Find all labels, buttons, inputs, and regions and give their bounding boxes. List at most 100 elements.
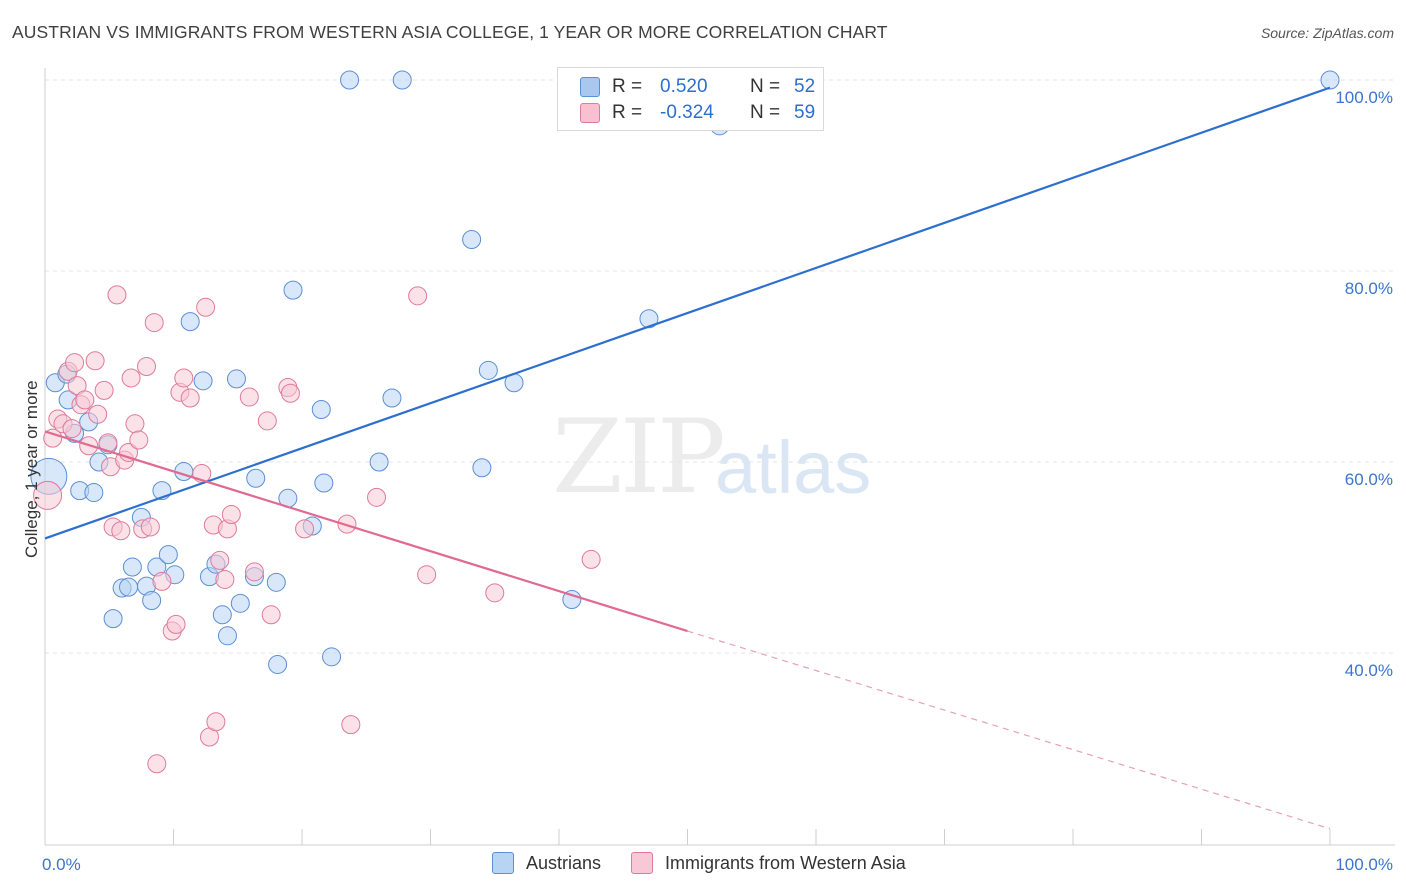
point-immigrants	[180, 388, 200, 408]
point-austrians	[158, 545, 178, 565]
legend-row-austrians: R = 0.520 N = 52	[580, 76, 815, 98]
point-austrians	[230, 593, 250, 613]
point-immigrants	[485, 583, 505, 603]
legend-r-value: 0.520	[660, 76, 708, 97]
point-immigrants	[85, 351, 105, 371]
point-immigrants	[257, 411, 277, 431]
point-austrians	[266, 572, 286, 592]
trendline-immigrants-extension	[687, 630, 1331, 830]
point-austrians	[340, 70, 360, 90]
point-austrians	[212, 605, 232, 625]
point-immigrants	[337, 514, 357, 534]
point-austrians	[142, 590, 162, 610]
legend-r-label: R =	[612, 76, 643, 97]
y-tick-label: 60.0%	[1345, 470, 1393, 489]
point-immigrants	[367, 487, 387, 507]
legend-n-label: N =	[750, 102, 781, 123]
point-immigrants	[121, 368, 141, 388]
point-austrians	[369, 452, 389, 472]
point-immigrants	[166, 614, 186, 634]
legend-row-immigrants: R = -0.324 N = 59	[580, 102, 815, 124]
point-austrians	[311, 399, 331, 419]
point-immigrants	[140, 517, 160, 537]
legend-n-value: 52	[794, 76, 816, 97]
y-tick-label: 80.0%	[1345, 279, 1393, 298]
y-tick-label: 100.0%	[1335, 88, 1393, 107]
point-immigrants	[341, 715, 361, 735]
point-austrians	[478, 360, 498, 380]
point-austrians	[119, 577, 139, 597]
series-legend: Austrians Immigrants from Western Asia	[492, 852, 936, 874]
y-tick-label: 40.0%	[1345, 661, 1393, 680]
point-austrians	[193, 371, 213, 391]
point-immigrants	[581, 549, 601, 569]
legend-n-value: 59	[794, 102, 816, 123]
point-immigrants	[65, 353, 85, 373]
legend-label-austrians: Austrians	[526, 852, 602, 873]
legend-item-immigrants: Immigrants from Western Asia	[631, 852, 906, 874]
legend-r-label: R =	[612, 102, 643, 123]
point-immigrants	[215, 569, 235, 589]
point-austrians	[84, 483, 104, 503]
watermark-zip: ZIP	[552, 398, 726, 517]
point-immigrants	[137, 357, 157, 376]
legend-r-value: -0.324	[660, 102, 714, 123]
point-immigrants	[144, 313, 164, 333]
point-austrians	[268, 654, 288, 674]
x-tick-label: 0.0%	[42, 855, 81, 874]
correlation-legend: R = 0.520 N = 52 R = -0.324 N = 59	[557, 67, 824, 131]
point-immigrants	[62, 419, 82, 439]
legend-item-austrians: Austrians	[492, 852, 601, 874]
point-immigrants	[239, 387, 259, 407]
point-immigrants	[129, 430, 149, 450]
point-austrians	[322, 647, 342, 667]
point-austrians	[226, 369, 246, 389]
point-immigrants	[417, 565, 437, 585]
point-austrians	[392, 70, 412, 90]
y-axis-label: College, 1 year or more	[22, 380, 41, 558]
point-austrians	[314, 473, 334, 493]
point-immigrants	[94, 380, 114, 400]
x-tick-label: 100.0%	[1335, 855, 1393, 874]
point-austrians	[217, 626, 237, 646]
point-immigrants	[33, 480, 63, 510]
point-austrians	[103, 609, 123, 629]
trendline-austrians	[44, 86, 1331, 540]
point-immigrants	[88, 404, 108, 424]
point-immigrants	[125, 414, 145, 434]
point-austrians	[562, 590, 582, 610]
legend-swatch-austrians	[492, 852, 514, 874]
point-immigrants	[174, 368, 194, 388]
trendline-immigrants	[44, 430, 688, 633]
point-austrians	[462, 229, 482, 249]
chart-source: Source: ZipAtlas.com	[1260, 25, 1394, 41]
point-immigrants	[295, 519, 315, 539]
point-immigrants	[147, 754, 167, 774]
point-austrians	[472, 458, 492, 478]
point-immigrants	[43, 428, 63, 448]
legend-n-label: N =	[750, 76, 781, 97]
point-immigrants	[196, 297, 216, 317]
point-immigrants	[408, 286, 428, 306]
point-immigrants	[261, 605, 281, 625]
chart-title: AUSTRIAN VS IMMIGRANTS FROM WESTERN ASIA…	[12, 22, 888, 42]
point-immigrants	[280, 383, 300, 403]
point-austrians	[180, 312, 200, 332]
point-austrians	[1320, 70, 1340, 90]
legend-swatch-immigrants	[631, 852, 654, 874]
point-immigrants	[210, 550, 230, 570]
watermark-atlas: atlas	[715, 426, 872, 509]
point-austrians	[639, 309, 659, 329]
point-austrians	[246, 468, 266, 488]
legend-swatch-austrians	[580, 77, 600, 97]
point-immigrants	[75, 390, 95, 410]
point-austrians	[122, 557, 142, 577]
point-immigrants	[221, 505, 241, 525]
point-immigrants	[111, 521, 131, 541]
point-immigrants	[244, 562, 264, 582]
legend-label-immigrants: Immigrants from Western Asia	[665, 852, 906, 873]
point-austrians	[382, 388, 402, 408]
point-austrians	[283, 280, 303, 300]
point-immigrants	[152, 571, 172, 591]
